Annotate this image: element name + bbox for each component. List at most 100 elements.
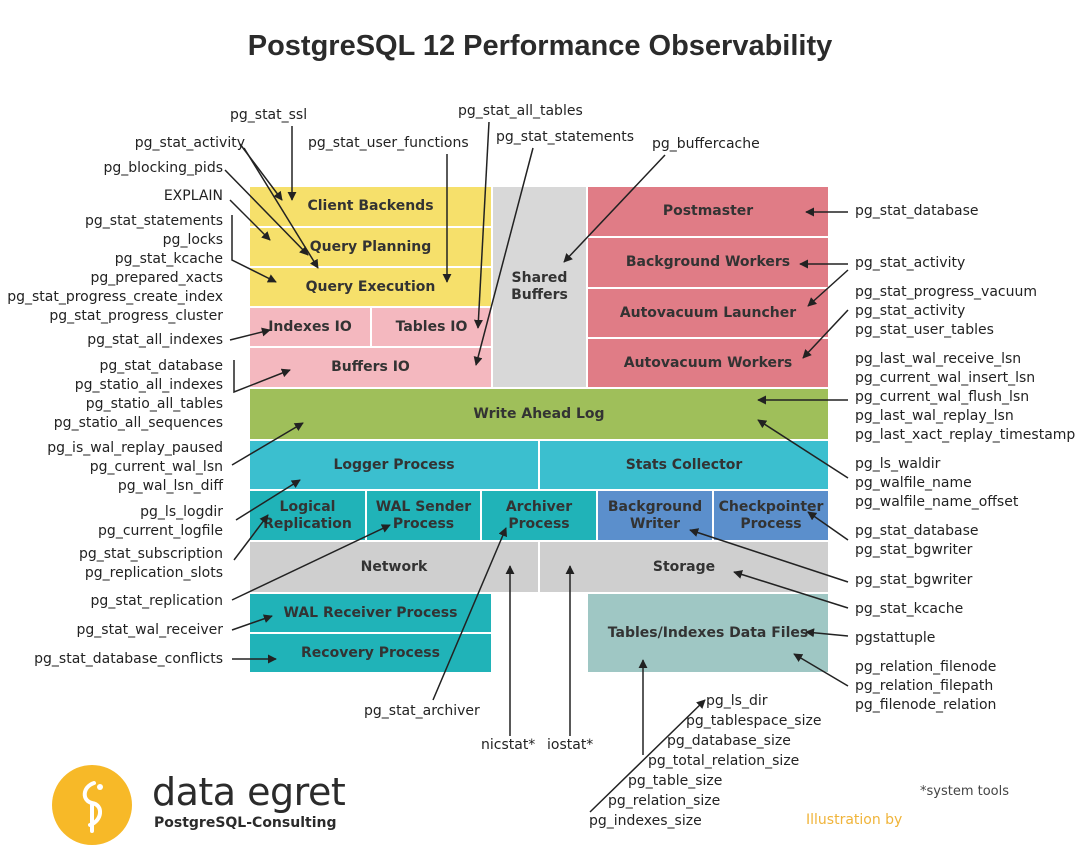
label-pg-stat-all-tables: pg_stat_all_tables: [458, 103, 583, 119]
label-pg-relation-size: pg_relation_size: [608, 793, 721, 809]
box-stats-collector: Stats Collector: [540, 441, 830, 491]
label-pg-stat-user-functions: pg_stat_user_functions: [308, 135, 469, 151]
box-data-files: Tables/Indexes Data Files: [588, 594, 830, 674]
box-autovacuum-launcher: Autovacuum Launcher: [588, 289, 830, 339]
label-pg-current-wal-flush-lsn: pg_current_wal_flush_lsn: [855, 389, 1030, 405]
label-pg-relation-filenode: pg_relation_filenode: [855, 659, 997, 675]
label-pg-stat-kcache-left: pg_stat_kcache: [114, 251, 223, 267]
label-pg-stat-database-left: pg_stat_database: [99, 358, 223, 374]
label-pg-stat-activity-right: pg_stat_activity: [855, 255, 966, 271]
diagram-title: PostgreSQL 12 Performance Observability: [247, 30, 833, 62]
label-pg-stat-ssl: pg_stat_ssl: [230, 107, 308, 123]
label-pg-indexes-size: pg_indexes_size: [589, 813, 702, 829]
arrow-pg-stat-archiver: [432, 527, 507, 701]
label-pg-wal-lsn-diff: pg_wal_lsn_diff: [117, 478, 223, 494]
label-pg-buffercache: pg_buffercache: [652, 136, 760, 152]
arrow-right-group-3: [757, 419, 849, 479]
label-pg-stat-activity-right-2: pg_stat_activity: [855, 303, 966, 319]
box-buffers-io: Buffers IO: [250, 348, 493, 389]
label-nicstat: nicstat*: [481, 737, 536, 753]
arrow-right-group-5: [793, 653, 849, 687]
label-pg-current-wal-insert-lsn: pg_current_wal_insert_lsn: [855, 370, 1036, 386]
label-pg-stat-bgwriter-2: pg_stat_bgwriter: [855, 572, 973, 588]
label-pg-relation-filepath: pg_relation_filepath: [855, 678, 994, 694]
system-tools-note: *system tools: [920, 784, 1010, 799]
box-query-execution: Query Execution: [250, 268, 493, 308]
brand-name: data egret: [152, 770, 346, 814]
arrow-pg-stat-activity-left-2: [243, 147, 319, 269]
label-pg-stat-progress-create-index: pg_stat_progress_create_index: [7, 289, 223, 305]
label-pg-stat-activity-left: pg_stat_activity: [134, 135, 245, 151]
arrow-pg-stat-activity-right-2: [807, 269, 849, 307]
label-pg-last-wal-receive-lsn: pg_last_wal_receive_lsn: [855, 351, 1022, 367]
label-pg-stat-statements-left: pg_stat_statements: [85, 213, 223, 229]
label-explain: EXPLAIN: [163, 188, 223, 204]
arrow-pg-stat-statements-top: [473, 147, 534, 366]
label-pg-is-wal-replay-paused: pg_is_wal_replay_paused: [47, 440, 223, 456]
box-tables-io: Tables IO: [372, 308, 493, 348]
arrow-pg-buffercache: [563, 154, 666, 263]
label-pg-last-xact-replay-timestamp: pg_last_xact_replay_timestamp: [855, 427, 1076, 443]
label-pg-stat-replication: pg_stat_replication: [90, 593, 223, 609]
egret-logo-icon: [52, 765, 132, 845]
box-query-planning: Query Planning: [250, 228, 493, 268]
label-pg-stat-database-conflicts: pg_stat_database_conflicts: [34, 651, 223, 667]
label-pgstattuple: pgstattuple: [855, 630, 936, 646]
label-pg-stat-bgwriter-1: pg_stat_bgwriter: [855, 542, 973, 558]
label-pg-stat-statements-top: pg_stat_statements: [496, 129, 634, 145]
arrow-left-group-4: [231, 422, 304, 466]
box-shared-buffers: Shared Buffers: [493, 187, 588, 389]
label-pg-stat-kcache-right: pg_stat_kcache: [855, 601, 964, 617]
label-pg-current-wal-lsn-left: pg_current_wal_lsn: [89, 459, 223, 475]
label-pg-stat-database-right-2: pg_stat_database: [855, 523, 979, 539]
arrow-pg-stat-all-tables: [473, 121, 490, 329]
arrow-explain: [229, 199, 271, 241]
label-pg-blocking-pids: pg_blocking_pids: [103, 160, 223, 176]
box-archiver: Archiver Process: [482, 491, 598, 542]
arrow-right-group-4: [807, 511, 849, 541]
arrow-left-group-3: [233, 360, 291, 394]
label-pg-ls-waldir: pg_ls_waldir: [855, 456, 941, 472]
arrow-pg-stat-wal-receiver: [231, 614, 273, 631]
arrow-left-group-2: [231, 215, 277, 283]
arrow-pg-stat-bgwriter-2: [689, 528, 849, 583]
box-storage: Storage: [540, 542, 830, 594]
label-pg-statio-all-sequences: pg_statio_all_sequences: [53, 415, 223, 431]
label-pg-locks: pg_locks: [162, 232, 223, 248]
label-pg-stat-subscription: pg_stat_subscription: [78, 546, 223, 562]
box-logical-replication: Logical Replication: [250, 491, 367, 542]
label-pg-stat-all-indexes: pg_stat_all_indexes: [87, 332, 223, 348]
label-pg-stat-wal-receiver: pg_stat_wal_receiver: [76, 622, 223, 638]
arrow-right-group-1: [802, 309, 849, 359]
arrow-pg-stat-kcache-right: [733, 570, 849, 609]
label-pg-replication-slots: pg_replication_slots: [84, 565, 223, 581]
label-pg-ls-dir: pg_ls_dir: [706, 693, 768, 709]
box-checkpointer: Checkpointer Process: [714, 491, 830, 542]
label-pg-current-logfile: pg_current_logfile: [98, 523, 223, 539]
box-wal-receiver: WAL Receiver Process: [250, 594, 493, 634]
label-pg-filenode-relation: pg_filenode_relation: [855, 697, 997, 713]
label-pg-ls-logdir: pg_ls_logdir: [140, 504, 223, 520]
label-pg-stat-user-tables: pg_stat_user_tables: [855, 322, 994, 338]
label-pg-prepared-xacts: pg_prepared_xacts: [90, 270, 223, 286]
label-pg-stat-archiver: pg_stat_archiver: [364, 703, 480, 719]
label-pg-stat-progress-cluster: pg_stat_progress_cluster: [49, 308, 223, 324]
arrow-pg-indexes-size: [589, 699, 706, 813]
label-pg-tablespace-size: pg_tablespace_size: [686, 713, 822, 729]
label-pg-walfile-name-offset: pg_walfile_name_offset: [855, 494, 1019, 510]
label-pg-table-size: pg_table_size: [628, 773, 723, 789]
brand-subtitle: PostgreSQL-Consulting: [154, 815, 337, 831]
label-pg-statio-all-indexes: pg_statio_all_indexes: [74, 377, 223, 393]
arrow-pgstattuple: [805, 628, 849, 638]
illustration-credit: Illustration by: [806, 812, 903, 828]
label-pg-total-relation-size: pg_total_relation_size: [648, 753, 800, 769]
label-pg-walfile-name: pg_walfile_name: [855, 475, 972, 491]
arrow-left-group-5: [235, 479, 301, 521]
arrow-pg-blocking-pids: [224, 169, 309, 256]
box-wal-sender: WAL Sender Process: [367, 491, 482, 542]
label-pg-database-size: pg_database_size: [667, 733, 791, 749]
box-autovacuum-workers: Autovacuum Workers: [588, 339, 830, 389]
arrow-left-group-6: [233, 514, 269, 561]
arrow-pg-stat-replication: [231, 524, 391, 601]
